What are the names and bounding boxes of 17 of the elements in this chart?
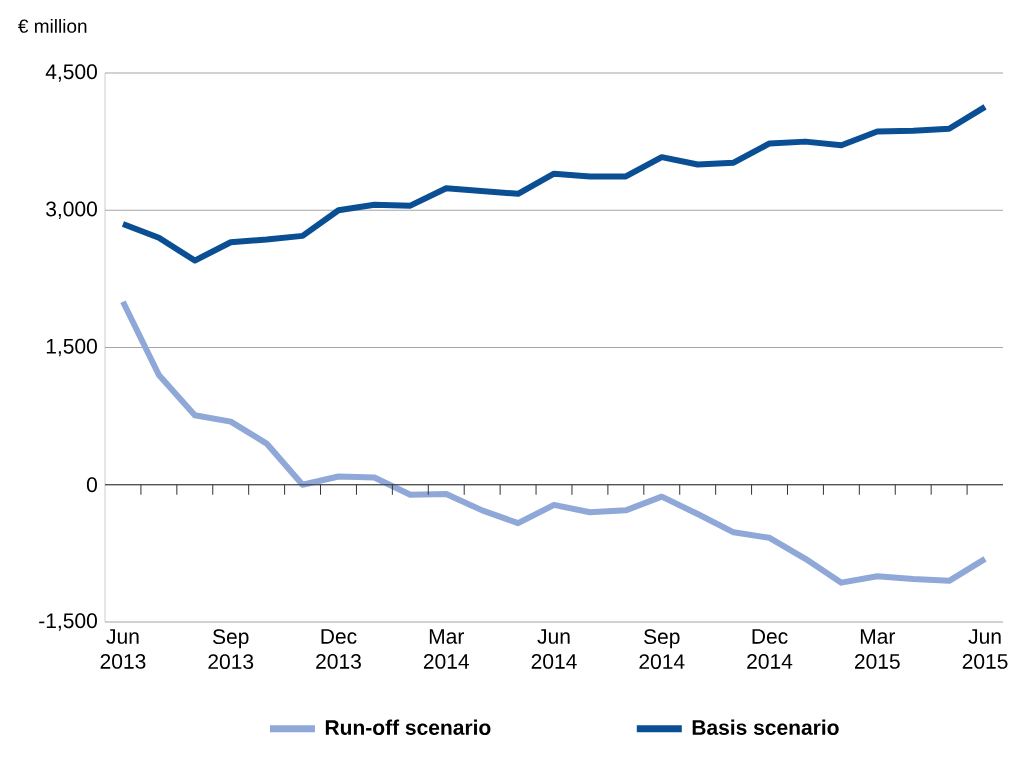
x-tick-label: Dec 2013: [316, 629, 361, 669]
y-tick-label: 3,000: [46, 201, 97, 219]
legend-label: Basis scenario: [692, 719, 839, 735]
x-tick-label: Sep 2013: [208, 629, 254, 670]
x-tick-label: Jun 2014: [531, 629, 577, 669]
y-tick-label: -1,500: [39, 613, 97, 631]
x-tick-label: Jun 2013: [100, 629, 146, 669]
y-axis-title: € million: [18, 18, 87, 33]
x-tick-label: Dec 2014: [747, 629, 793, 669]
y-tick-label: 1,500: [46, 338, 97, 357]
x-tick-label: Sep 2014: [639, 629, 685, 670]
x-tick-label: Mar 2014: [423, 629, 469, 669]
y-tick-label: 0: [86, 477, 97, 493]
x-tick-label: Jun 2015: [962, 629, 1008, 669]
y-tick-label: 4,500: [45, 64, 97, 82]
x-tick-label: Mar 2015: [854, 629, 900, 669]
legend-label: Run-off scenario: [325, 719, 491, 735]
